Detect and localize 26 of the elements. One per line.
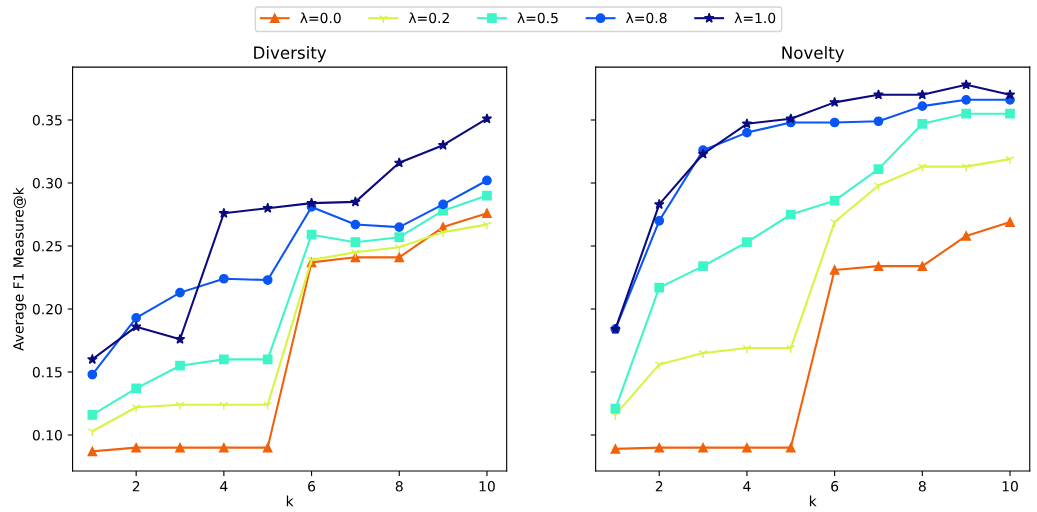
legend-label: λ=0.5 — [517, 12, 558, 24]
x-tick-label: 6 — [831, 481, 839, 492]
x-axis-title: k — [809, 495, 817, 507]
y-tick-label: 0.35 — [32, 114, 62, 126]
x-tick-label: 4 — [743, 481, 751, 492]
chart-title: Diversity — [254, 46, 327, 63]
x-tick-label: 4 — [220, 481, 228, 492]
x-tick-label: 6 — [308, 481, 316, 492]
chart-title: Novelty — [782, 46, 845, 63]
y-tick-label: 0.15 — [32, 366, 62, 378]
x-tick-label: 10 — [1002, 481, 1018, 492]
legend-label: λ=0.2 — [408, 12, 449, 24]
x-axis-title: k — [286, 495, 294, 507]
y-axis-title: Average F1 Measure@k — [12, 187, 27, 351]
y-tick-label: 0.30 — [32, 177, 62, 189]
x-tick-label: 10 — [479, 481, 495, 492]
y-tick-label: 0.10 — [32, 429, 62, 441]
x-tick-label: 2 — [132, 481, 140, 492]
y-tick-label: 0.25 — [32, 240, 62, 252]
legend-label: λ=0.0 — [300, 12, 341, 24]
x-tick-label: 8 — [395, 481, 403, 492]
x-tick-label: 2 — [655, 481, 663, 492]
legend-label: λ=1.0 — [734, 12, 776, 24]
legend-label: λ=0.8 — [626, 12, 667, 24]
x-tick-label: 8 — [918, 481, 926, 492]
y-tick-label: 0.20 — [32, 303, 62, 315]
